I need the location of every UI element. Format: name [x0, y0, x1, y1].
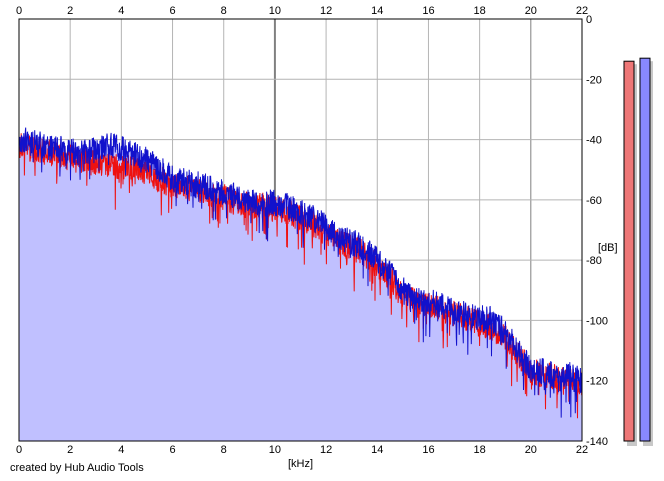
x-tick-label-top: 10: [269, 5, 281, 17]
x-tick-label-top: 12: [320, 5, 332, 17]
y-tick-label: -140: [586, 436, 608, 448]
plot-frame: [18, 18, 583, 442]
x-tick-label-top: 18: [474, 5, 486, 17]
credit-text: created by Hub Audio Tools: [10, 462, 144, 474]
x-tick-label-top: 0: [16, 5, 22, 17]
y-tick-label: -60: [586, 195, 602, 207]
x-tick-label-bottom: 6: [169, 444, 175, 456]
x-tick-label-top: 16: [422, 5, 434, 17]
x-axis-label: [kHz]: [288, 458, 313, 470]
y-tick-label: -80: [586, 255, 602, 267]
y-tick-label: -120: [586, 376, 608, 388]
spectrum-fill-area: [19, 127, 582, 441]
series-line-2: [18, 127, 583, 418]
x-tick-label-bottom: 20: [525, 444, 537, 456]
level-meters: [623, 57, 653, 446]
y-tick-label: -40: [586, 135, 602, 147]
x-tick-label-bottom: 16: [422, 444, 434, 456]
y-tick-label: -100: [586, 315, 608, 327]
y-tick-label: -20: [586, 74, 602, 86]
x-tick-label-top: 14: [371, 5, 383, 17]
x-tick-label-bottom: 2: [67, 444, 73, 456]
x-tick-label-top: 20: [525, 5, 537, 17]
x-tick-label-bottom: 18: [474, 444, 486, 456]
series-layer: [18, 127, 583, 419]
x-tick-label-bottom: 8: [221, 444, 227, 456]
x-tick-label-top: 6: [169, 5, 175, 17]
x-tick-label-top: 8: [221, 5, 227, 17]
x-tick-label-bottom: 22: [576, 444, 588, 456]
y-axis-label: [dB]: [598, 242, 618, 254]
level-meter-bar: [639, 57, 651, 442]
x-tick-label-bottom: 14: [371, 444, 383, 456]
level-meter-bar: [623, 60, 635, 442]
x-tick-label-top: 22: [576, 5, 588, 17]
y-tick-label: 0: [586, 14, 592, 26]
x-tick-label-bottom: 4: [118, 444, 124, 456]
x-tick-label-bottom: 0: [16, 444, 22, 456]
tick-labels: 002244668810101212141416161818202022220-…: [16, 5, 608, 456]
x-tick-label-top: 4: [118, 5, 124, 17]
x-tick-label-bottom: 12: [320, 444, 332, 456]
x-tick-label-bottom: 10: [269, 444, 281, 456]
x-tick-label-top: 2: [67, 5, 73, 17]
